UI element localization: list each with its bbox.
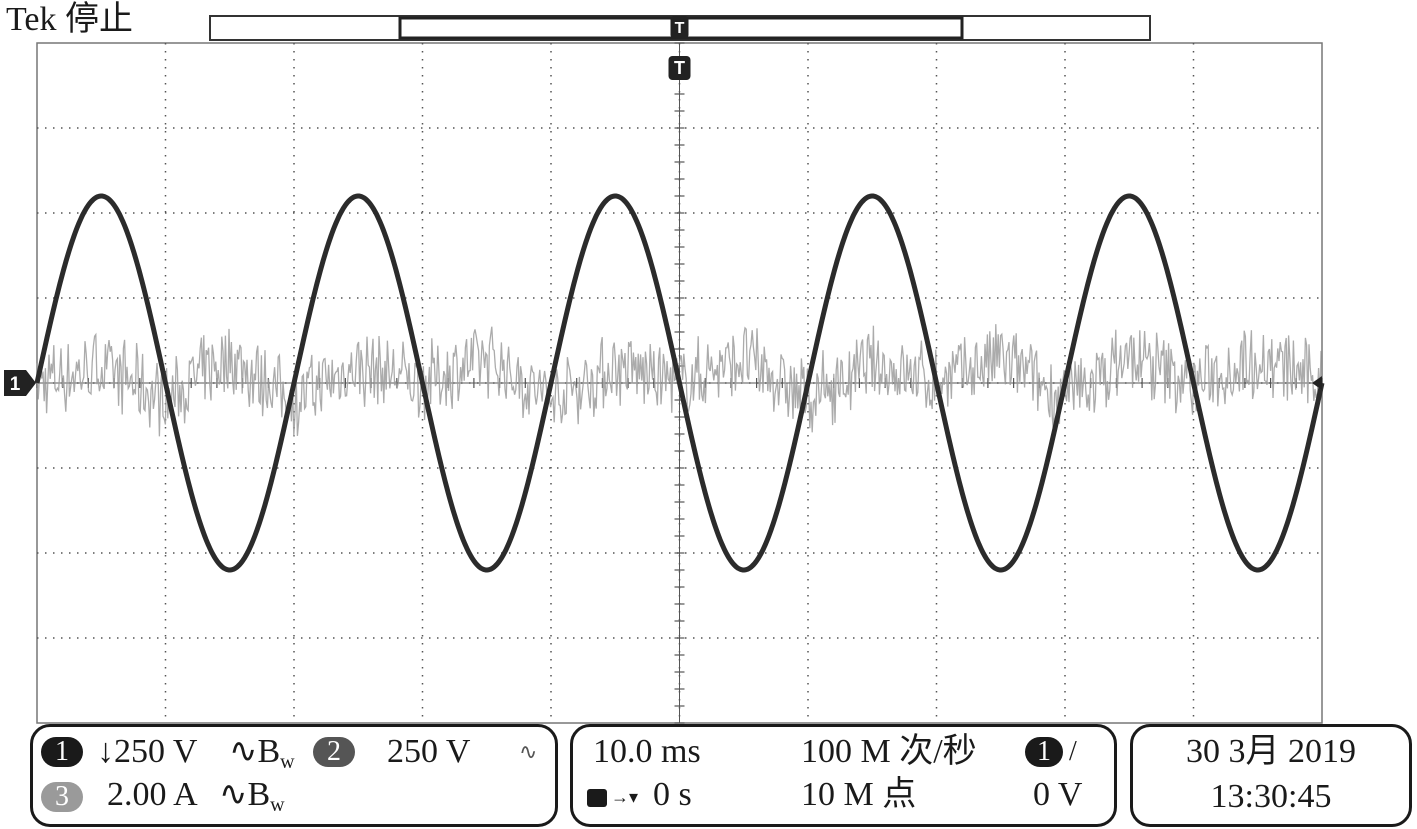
ch1-scale: ↓250 V <box>97 733 198 770</box>
bw-subscript: w <box>270 794 285 816</box>
trigger-source-badge[interactable]: 1 <box>1025 737 1063 767</box>
waveform-traces <box>34 193 1325 573</box>
ch1-bandwidth-limit: ∿Bw <box>229 732 295 782</box>
trigger-marker-top-label: T <box>675 20 685 37</box>
trigger-level: 0 V <box>1033 776 1083 813</box>
date-display: 30 3月 2019 <box>1186 733 1356 770</box>
bw-prefix: ∿B <box>219 776 271 813</box>
ch3-current-trace <box>36 324 1322 437</box>
ch2-scale: 250 V <box>387 733 471 770</box>
brand-label: Tek <box>6 1 57 38</box>
run-state-label: 停止 <box>65 1 133 38</box>
ch1-ground-marker-bg <box>4 370 36 396</box>
ch1-voltage-trace <box>34 193 1325 573</box>
trigger-marker-top: T <box>670 16 689 38</box>
bw-prefix: ∿B <box>229 733 281 770</box>
channel-settings-panel[interactable]: 1 ↓250 V ∿Bw 2 250 V ∿ 3 2.00 A ∿Bw <box>30 724 558 827</box>
ch1-ground-marker: 1 <box>4 370 36 396</box>
timebase-panel[interactable]: 10.0 ms 100 M 次/秒 1 / →▾ 0 s 10 M 点 0 V <box>570 724 1117 827</box>
datetime-panel: 30 3月 2019 13:30:45 <box>1130 724 1412 827</box>
bw-subscript: w <box>280 751 295 773</box>
ch2-badge[interactable]: 2 <box>313 737 355 767</box>
scope-markers: T T 1 <box>4 16 1322 396</box>
oscilloscope-display: T T 1 <box>4 15 1325 724</box>
ch3-badge[interactable]: 3 <box>41 782 83 812</box>
ch1-ground-marker-label: 1 <box>10 374 21 395</box>
horizontal-position: 0 s <box>653 776 692 813</box>
sample-rate: 100 M 次/秒 <box>801 733 977 770</box>
arrow-right-down-icon: →▾ <box>611 787 639 807</box>
time-per-div: 10.0 ms <box>593 733 701 770</box>
time-display: 13:30:45 <box>1210 778 1332 815</box>
trigger-marker-bg <box>668 56 691 80</box>
trigger-position-icon <box>587 789 607 807</box>
trigger-marker: T <box>668 56 691 80</box>
rising-edge-icon: / <box>1069 736 1077 767</box>
ch1-badge[interactable]: 1 <box>41 737 83 767</box>
scope-status: Tek 停止 <box>6 0 133 40</box>
ch3-bandwidth-limit: ∿Bw <box>219 775 285 825</box>
trigger-marker-top-bg <box>670 16 689 38</box>
ac-coupling-icon: ∿ <box>519 739 538 764</box>
trigger-marker-label: T <box>674 58 685 78</box>
ch3-scale: 2.00 A <box>107 776 198 813</box>
record-length: 10 M 点 <box>801 776 917 813</box>
trigger-level-marker <box>1312 376 1322 390</box>
